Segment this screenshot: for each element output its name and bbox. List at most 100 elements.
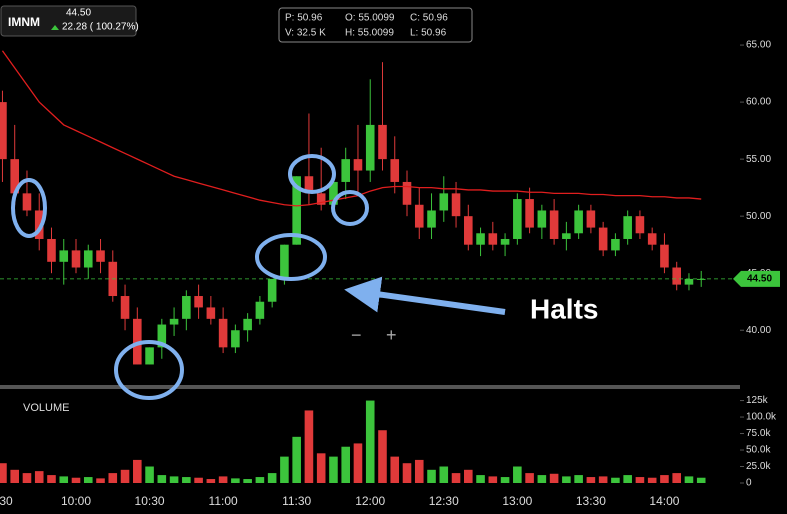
info-text: O: 55.0099 xyxy=(345,13,395,24)
volume-bar xyxy=(96,478,105,483)
candle-body xyxy=(83,250,93,268)
y-tick-label: 40.00 xyxy=(746,325,771,336)
halt-circle xyxy=(114,340,184,400)
candle-body xyxy=(71,250,81,268)
x-tick-label: 12:30 xyxy=(429,494,459,508)
volume-bar xyxy=(696,477,706,483)
candle-body xyxy=(439,193,449,211)
volume-bar xyxy=(329,456,338,483)
volume-bar xyxy=(22,473,32,483)
volume-bar xyxy=(647,477,657,483)
candle-body xyxy=(316,193,326,205)
candle-body xyxy=(59,250,69,262)
zoom-out[interactable]: − xyxy=(351,325,362,345)
halt-circle xyxy=(331,190,369,226)
volume-bar xyxy=(316,453,326,483)
candle-body xyxy=(525,199,534,228)
x-tick-label: 10:30 xyxy=(135,494,165,508)
candle-body xyxy=(145,347,154,365)
ticker: IMNM xyxy=(8,15,40,29)
y-tick-label: 65.00 xyxy=(746,40,771,51)
volume-bar xyxy=(402,463,412,483)
candle-body xyxy=(169,318,179,325)
candle-body xyxy=(611,238,620,251)
zoom-in[interactable]: + xyxy=(386,325,397,345)
info-text: P: 50.96 xyxy=(285,13,323,24)
candle-body xyxy=(0,102,7,160)
volume-bar xyxy=(635,477,645,483)
candle-body xyxy=(623,216,632,239)
candle-body xyxy=(414,204,424,228)
candle-body xyxy=(292,176,301,245)
y-tick-label: 55.00 xyxy=(746,154,771,165)
candle-body xyxy=(647,233,657,245)
candle-body xyxy=(378,124,387,160)
vwap-line xyxy=(1,50,702,207)
quote-change: 22.28 ( 100.27%) xyxy=(62,22,139,33)
y-tick-label: 75.0k xyxy=(746,428,771,439)
candle-body xyxy=(365,124,375,171)
volume-bar xyxy=(672,473,681,483)
volume-bar xyxy=(378,430,387,483)
volume-bar xyxy=(34,471,44,483)
y-tick-label: 50.00 xyxy=(746,211,771,222)
volume-bar xyxy=(280,456,289,483)
info-text: V: 32.5 K xyxy=(285,28,326,39)
quote-box: IMNM 44.50 22.28 ( 100.27%) xyxy=(0,5,139,37)
volume-bar xyxy=(218,476,228,483)
candle-body xyxy=(22,193,32,211)
candle-body xyxy=(329,181,338,205)
volume-bar xyxy=(71,477,81,483)
volume-bar xyxy=(660,475,669,483)
volume-bar xyxy=(169,476,179,483)
volume-bar xyxy=(47,475,56,483)
volume-bar xyxy=(574,475,583,483)
candle-body xyxy=(243,318,252,331)
up-arrow xyxy=(51,25,59,30)
candle-body xyxy=(586,210,596,228)
candle-body xyxy=(451,193,461,217)
marks: 40.0045.0050.0055.0060.0065.003010:0010:… xyxy=(0,40,780,508)
x-tick-label: 30 xyxy=(0,494,13,508)
halt-arrow xyxy=(344,276,506,315)
candle-body xyxy=(476,233,485,245)
volume-bar xyxy=(145,466,154,483)
halt-circles xyxy=(11,154,506,400)
info-frame xyxy=(278,7,473,43)
halt-circle xyxy=(255,233,327,281)
y-tick-label: 100.0k xyxy=(746,412,777,423)
candle-body xyxy=(182,296,191,319)
y-tick-label: 0 xyxy=(746,478,752,489)
volume-bar xyxy=(341,446,350,483)
volume-bar xyxy=(390,456,400,483)
volume-bar xyxy=(513,466,522,483)
candle-body xyxy=(194,296,203,308)
volume-bar xyxy=(598,476,608,483)
volume-bar xyxy=(537,475,547,483)
volume-bar xyxy=(59,476,69,483)
candle-body xyxy=(684,278,694,285)
volume-bar xyxy=(414,459,424,483)
volume-bar xyxy=(549,473,559,483)
volume-bar xyxy=(267,473,277,483)
candle-body xyxy=(696,278,706,280)
last-price-label: 44.50 xyxy=(747,274,772,285)
volume-bar xyxy=(120,469,130,483)
candle-body xyxy=(206,307,216,319)
volume-bar xyxy=(243,479,252,483)
candle-body xyxy=(660,244,669,268)
volume-bar xyxy=(83,477,93,483)
x-tick-label: 11:30 xyxy=(282,494,311,508)
candle-body xyxy=(280,244,289,279)
candle-body xyxy=(157,324,167,348)
halt-circle xyxy=(288,154,336,194)
volume-bar xyxy=(488,476,498,483)
candle-body xyxy=(10,159,20,194)
volume-bar xyxy=(10,469,20,483)
quote-price: 44.50 xyxy=(66,8,91,19)
candle-body xyxy=(353,159,363,171)
quote-frame xyxy=(0,5,137,37)
halt-circle xyxy=(11,178,47,238)
y-tick-label: 125k xyxy=(746,395,769,406)
